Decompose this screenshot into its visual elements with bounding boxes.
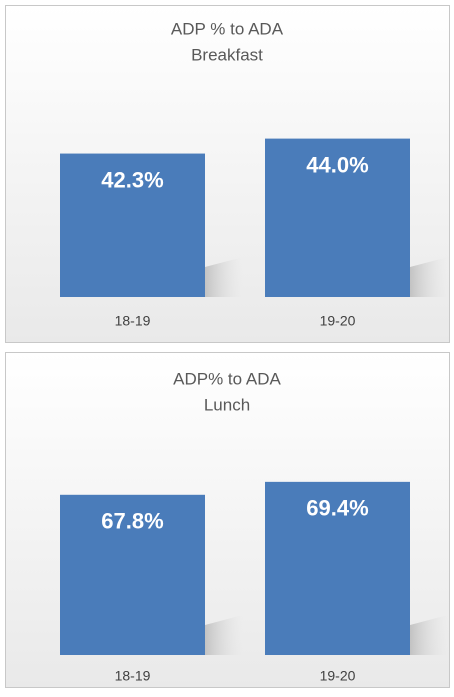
chart-subtitle: Lunch <box>204 395 250 414</box>
bar-shadow <box>205 615 243 655</box>
bar <box>265 481 410 655</box>
x-tick-label: 19-20 <box>320 313 356 329</box>
bar <box>60 494 205 655</box>
chart-subtitle: Breakfast <box>191 45 263 64</box>
bar <box>265 138 410 297</box>
value-label: 69.4% <box>306 496 368 521</box>
x-tick-label: 18-19 <box>115 313 151 329</box>
value-label: 44.0% <box>306 152 368 177</box>
value-label: 67.8% <box>101 509 163 534</box>
x-tick-label: 19-20 <box>320 668 356 684</box>
x-tick-label: 18-19 <box>115 668 151 684</box>
bar-shadow <box>205 257 243 297</box>
bar-shadow <box>410 615 448 655</box>
value-label: 42.3% <box>101 167 163 192</box>
bar <box>60 153 205 297</box>
chart-title: ADP% to ADA <box>173 369 281 388</box>
bar-shadow <box>410 257 448 297</box>
chart-title: ADP % to ADA <box>171 19 284 38</box>
